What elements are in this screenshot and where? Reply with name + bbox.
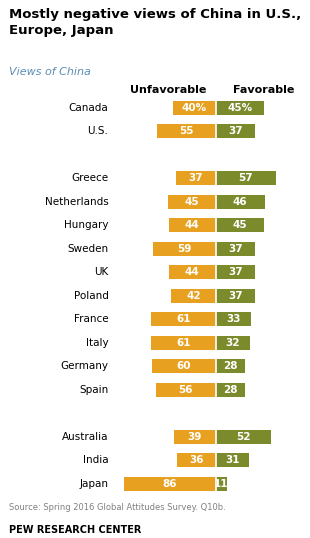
Text: 37: 37 <box>228 267 243 278</box>
Text: Netherlands: Netherlands <box>45 197 108 207</box>
Text: 61: 61 <box>176 314 191 324</box>
Bar <box>216 265 255 279</box>
Text: Hungary: Hungary <box>64 221 108 230</box>
Text: 45: 45 <box>232 221 247 230</box>
Bar <box>216 195 264 209</box>
Bar <box>157 124 216 138</box>
Bar <box>174 430 216 444</box>
Text: 37: 37 <box>189 173 203 183</box>
Text: 60: 60 <box>176 362 191 371</box>
Text: 31: 31 <box>225 455 239 465</box>
Bar <box>168 195 216 209</box>
Text: Australia: Australia <box>62 432 108 442</box>
Text: France: France <box>74 314 108 324</box>
Bar <box>177 454 216 468</box>
Text: 37: 37 <box>228 291 243 301</box>
Bar <box>216 242 255 256</box>
Bar <box>152 359 216 373</box>
Bar <box>216 218 264 232</box>
Bar <box>216 124 255 138</box>
Bar <box>176 172 216 186</box>
Text: Poland: Poland <box>74 291 108 301</box>
Text: 40%: 40% <box>182 103 207 113</box>
Bar <box>216 477 227 491</box>
Text: 11: 11 <box>214 479 229 489</box>
Text: 61: 61 <box>176 338 191 348</box>
Text: 46: 46 <box>233 197 247 207</box>
Bar <box>216 336 250 350</box>
Text: 32: 32 <box>225 338 240 348</box>
Bar <box>216 101 264 115</box>
Bar <box>171 289 216 303</box>
Text: 36: 36 <box>189 455 204 465</box>
Text: Mostly negative views of China in U.S.,
Europe, Japan: Mostly negative views of China in U.S., … <box>9 8 302 37</box>
Text: 59: 59 <box>177 244 192 254</box>
Text: 57: 57 <box>239 173 253 183</box>
Text: Germany: Germany <box>60 362 108 371</box>
Bar <box>216 172 276 186</box>
Text: Italy: Italy <box>86 338 108 348</box>
Text: 44: 44 <box>185 221 200 230</box>
Bar <box>216 383 246 397</box>
Text: PEW RESEARCH CENTER: PEW RESEARCH CENTER <box>9 525 142 535</box>
Text: 39: 39 <box>188 432 202 442</box>
Bar <box>169 265 216 279</box>
Text: 37: 37 <box>228 244 243 254</box>
Text: India: India <box>83 455 108 465</box>
Text: 45%: 45% <box>227 103 252 113</box>
Text: UK: UK <box>94 267 108 278</box>
Text: Japan: Japan <box>79 479 108 489</box>
Bar <box>151 313 216 327</box>
Bar <box>153 242 216 256</box>
Text: 37: 37 <box>228 126 243 137</box>
Text: Canada: Canada <box>69 103 108 113</box>
Text: Unfavorable: Unfavorable <box>130 85 206 95</box>
Text: 28: 28 <box>223 362 238 371</box>
Text: 44: 44 <box>185 267 200 278</box>
Text: Spain: Spain <box>79 385 108 395</box>
Text: 86: 86 <box>163 479 177 489</box>
Text: Greece: Greece <box>71 173 108 183</box>
Bar <box>216 289 255 303</box>
Text: 55: 55 <box>179 126 194 137</box>
Text: 28: 28 <box>223 385 238 395</box>
Bar <box>169 218 216 232</box>
Bar <box>216 359 246 373</box>
Text: U.S.: U.S. <box>88 126 108 137</box>
Bar <box>173 101 216 115</box>
Bar <box>156 383 216 397</box>
Bar <box>216 430 271 444</box>
Text: 52: 52 <box>236 432 250 442</box>
Text: 56: 56 <box>179 385 193 395</box>
Text: 33: 33 <box>226 314 241 324</box>
Text: Favorable: Favorable <box>233 85 294 95</box>
Bar <box>124 477 216 491</box>
Text: 42: 42 <box>186 291 201 301</box>
Bar <box>151 336 216 350</box>
Text: Source: Spring 2016 Global Attitudes Survey. Q10b.: Source: Spring 2016 Global Attitudes Sur… <box>9 503 226 512</box>
Text: Views of China: Views of China <box>9 67 91 77</box>
Text: 45: 45 <box>184 197 199 207</box>
Bar <box>216 313 251 327</box>
Bar <box>216 454 249 468</box>
Text: Sweden: Sweden <box>67 244 108 254</box>
